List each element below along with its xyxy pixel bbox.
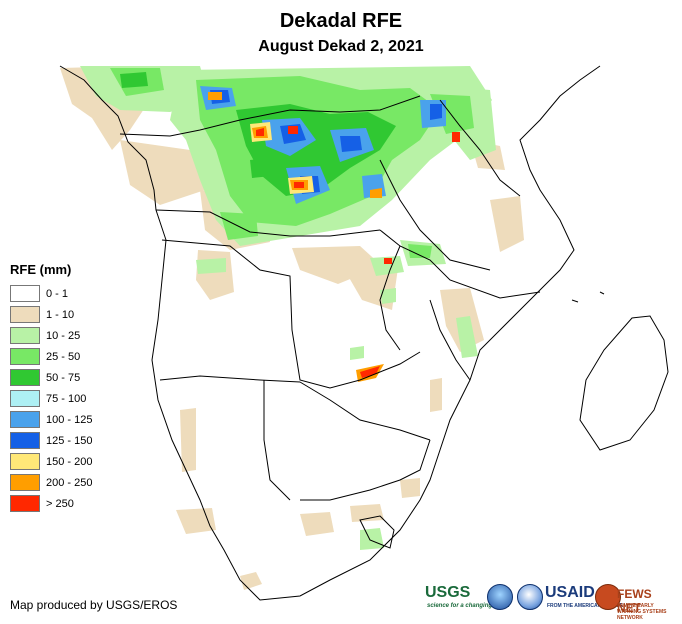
legend-item: 25 - 50: [10, 346, 92, 367]
legend-label: 125 - 150: [46, 434, 93, 447]
usaid-tagline: FROM THE AMERICAN PEOPLE: [547, 603, 623, 609]
legend-swatch: [10, 390, 40, 407]
legend-swatch: [10, 453, 40, 470]
legend-swatch: [10, 306, 40, 323]
usgs-tagline: science for a changing world: [427, 603, 510, 609]
fews-net-logo: FEWS NET: [617, 587, 652, 615]
legend-label: 200 - 250: [46, 476, 93, 489]
madagascar: [571, 291, 669, 451]
legend-label: 50 - 75: [46, 371, 81, 384]
map-title: Dekadal RFE: [279, 10, 403, 32]
legend-item: 10 - 25: [10, 325, 92, 346]
legend-label: 0 - 1: [46, 287, 69, 300]
legend-swatch: [10, 411, 40, 428]
legend-item: > 250: [10, 493, 92, 514]
legend-label: 75 - 100: [46, 392, 87, 405]
legend-label: 25 - 50: [46, 350, 81, 363]
legend-item: 75 - 100: [10, 388, 92, 409]
legend-item: 50 - 75: [10, 367, 92, 388]
legend-title: RFE (mm): [10, 262, 72, 277]
legend-label: 100 - 125: [46, 413, 93, 426]
map-subtitle: August Dekad 2, 2021: [258, 38, 424, 55]
legend-label: 150 - 200: [46, 455, 93, 468]
legend-swatch: [10, 285, 40, 302]
legend-swatch: [10, 474, 40, 491]
legend-swatch: [10, 369, 40, 386]
usaid-logo: USAID: [545, 584, 595, 601]
legend-item: 125 - 150: [10, 430, 92, 451]
legend-item: 100 - 125: [10, 409, 92, 430]
legend-item: 0 - 1: [10, 283, 92, 304]
fews-net-tagline: FAMINE EARLY WARNING SYSTEMS NETWORK: [617, 603, 667, 621]
legend-item: 1 - 10: [10, 304, 92, 325]
nasa-icon: [517, 584, 543, 610]
legend-swatch: [10, 432, 40, 449]
legend-label: 10 - 25: [46, 329, 81, 342]
noaa-icon: [487, 584, 513, 610]
legend-label: > 250: [46, 497, 74, 510]
rainfall-overlay: [60, 66, 648, 590]
country-borders: [59, 65, 601, 601]
legend-swatch: [10, 327, 40, 344]
legend-item: 150 - 200: [10, 451, 92, 472]
fews-net-icon: [595, 584, 621, 610]
legend-item: 200 - 250: [10, 472, 92, 493]
usgs-logo: USGS: [425, 584, 471, 601]
legend: RFE (mm) 0 - 1 1 - 10 10 - 25 25 - 50 50 - 7…: [10, 262, 92, 514]
logo-strip: USGS science for a changing world USAID …: [425, 582, 675, 621]
legend-swatch: [10, 348, 40, 365]
credit-text: Map produced by USGS/EROS: [10, 598, 178, 612]
legend-swatch: [10, 495, 40, 512]
legend-label: 1 - 10: [46, 308, 75, 321]
